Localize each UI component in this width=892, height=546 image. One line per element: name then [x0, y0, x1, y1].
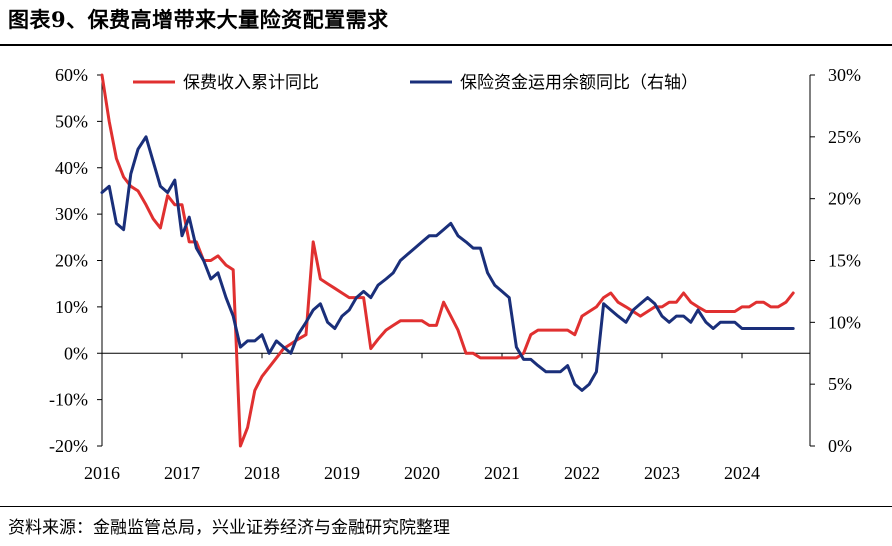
right-tick-label: 25% — [828, 127, 861, 147]
left-tick-label: 30% — [55, 204, 88, 224]
left-tick-label: 0% — [64, 343, 88, 363]
legend-label-1: 保费收入累计同比 — [183, 73, 319, 93]
left-tick-label: 50% — [55, 111, 88, 131]
x-tick-label: 2024 — [724, 463, 760, 483]
title-divider — [0, 44, 892, 46]
chart-ticks: -20% -10% 0% 10% 20% 30% 40% 50% 60% 0% 5% 10% 15% 20… — [49, 65, 861, 483]
chart-title: 图表9、保费高增带来大量险资配置需求 — [8, 7, 389, 32]
x-tick-label: 2021 — [484, 463, 520, 483]
left-tick-label: 40% — [55, 158, 88, 178]
left-tick-label: 20% — [55, 251, 88, 271]
right-tick-label: 0% — [828, 436, 852, 456]
series-line-2 — [100, 135, 795, 392]
x-tick-label: 2018 — [244, 463, 280, 483]
left-tick-label: 10% — [55, 297, 88, 317]
series-line-1 — [100, 73, 795, 448]
x-tick-label: 2017 — [164, 463, 200, 483]
right-tick-label: 10% — [828, 312, 861, 332]
left-tick-label: -20% — [49, 436, 88, 456]
x-tick-label: 2019 — [324, 463, 360, 483]
source-divider — [0, 506, 892, 507]
left-tick-label: -10% — [49, 390, 88, 410]
x-tick-label: 2023 — [644, 463, 680, 483]
line-chart: -20% -10% 0% 10% 20% 30% 40% 50% 60% 0% 5% 10% 15% 20… — [49, 65, 861, 483]
source-note: 资料来源：金融监管总局，兴业证券经济与金融研究院整理 — [8, 518, 450, 538]
right-tick-label: 5% — [828, 374, 852, 394]
x-tick-label: 2022 — [564, 463, 600, 483]
legend-label-2: 保险资金运用余额同比（右轴） — [460, 73, 698, 93]
x-tick-label: 2016 — [84, 463, 120, 483]
right-tick-label: 20% — [828, 189, 861, 209]
right-tick-label: 15% — [828, 251, 861, 271]
chart-legend: 保费收入累计同比 保险资金运用余额同比（右轴） — [133, 73, 698, 93]
chart-lines — [100, 73, 795, 448]
right-tick-label: 30% — [828, 65, 861, 85]
left-tick-label: 60% — [55, 65, 88, 85]
x-tick-label: 2020 — [404, 463, 440, 483]
